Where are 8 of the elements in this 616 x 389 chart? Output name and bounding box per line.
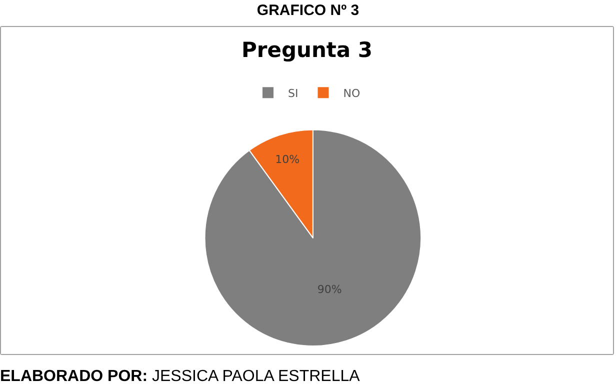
legend-label: NO [343,86,360,100]
data-label: 10% [275,152,300,166]
text: ELABORADO POR: JESSICA PAOLA ESTRELLA [0,368,360,385]
chart-subtitle: GRAFICO Nº 3 [256,2,360,19]
chart-title: Pregunta 3 [241,38,373,62]
data-label: 90% [317,282,342,296]
legend-label: SI [288,86,298,100]
pie-slice [204,129,422,346]
